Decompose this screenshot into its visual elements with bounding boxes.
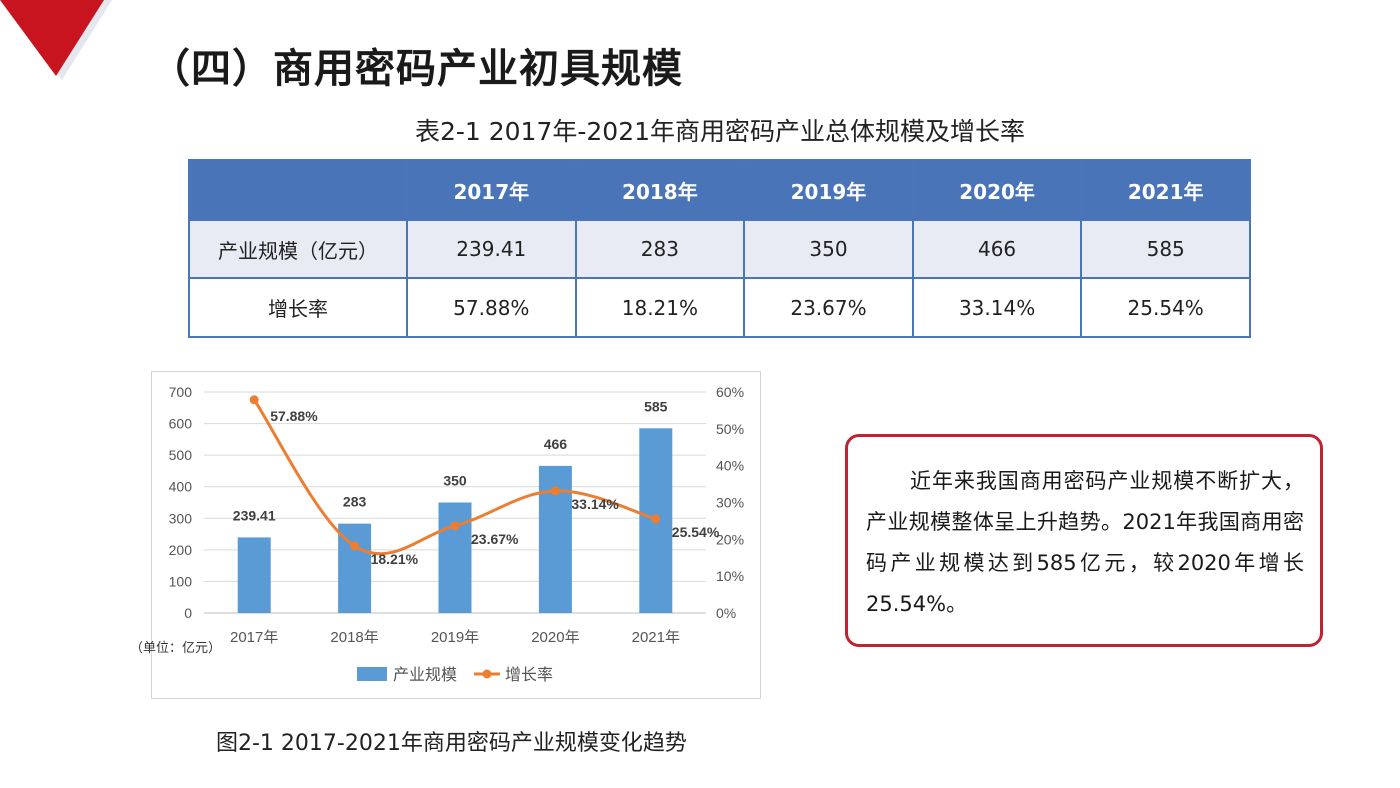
figure-caption: 图2-1 2017-2021年商用密码产业规模变化趋势 — [216, 731, 687, 756]
table-header-cell: 2020年 — [911, 159, 1083, 221]
growth-point — [350, 541, 360, 551]
y-left-tick-label: 300 — [169, 510, 193, 526]
y-right-tick-label: 40% — [716, 458, 744, 474]
legend-bar-swatch — [357, 667, 387, 681]
combo-chart: 0 100 200 300 400 500 600 700 0% 10% 20% 30% 40% 50% 6… — [151, 371, 761, 699]
industry-scale-table: 2017年 2018年 2019年 2020年 2021年 产业规模（亿元） 2… — [188, 159, 1251, 338]
table-cell: 57.88% — [406, 277, 577, 338]
y-right-tick-label: 50% — [716, 421, 744, 437]
y-left-tick-label: 500 — [169, 447, 193, 463]
table-header-cell: 2018年 — [574, 159, 746, 221]
table-header-corner — [188, 159, 408, 221]
table-caption: 表2-1 2017年-2021年商用密码产业总体规模及增长率 — [414, 117, 1026, 146]
corner-triangle-decoration — [0, 0, 112, 80]
table-header-cell: 2021年 — [1080, 159, 1251, 221]
chart-canvas: 0 100 200 300 400 500 600 700 0% 10% 20% 30% 40% 50% 6… — [169, 384, 744, 684]
growth-point — [651, 514, 661, 524]
page-title: （四）商用密码产业初具规模 — [150, 46, 683, 92]
x-tick-label: 2017年 — [230, 629, 278, 646]
y-left-tick-label: 200 — [169, 542, 193, 558]
legend-label: 增长率 — [505, 666, 553, 684]
line-data-label: 18.21% — [371, 551, 419, 567]
line-data-label: 25.54% — [672, 524, 720, 540]
legend-line-marker — [482, 669, 492, 679]
summary-text: 近年来我国商用密码产业规模不断扩大，产业规模整体呈上升趋势。2021年我国商用密… — [866, 469, 1304, 616]
y-right-tick-label: 30% — [716, 495, 744, 511]
legend-label: 产业规模 — [393, 666, 457, 684]
line-data-label: 23.67% — [471, 531, 519, 547]
growth-point — [450, 521, 460, 531]
x-tick-label: 2019年 — [431, 629, 479, 646]
table-header-cell: 2017年 — [406, 159, 577, 221]
growth-point — [249, 395, 259, 405]
table-row-label: 产业规模（亿元） — [188, 219, 408, 279]
line-data-label: 57.88% — [270, 408, 318, 424]
y-left-tick-label: 600 — [169, 416, 193, 432]
y-left-tick-label: 100 — [169, 573, 193, 589]
table-cell: 585 — [1080, 219, 1251, 279]
table-row-scale: 产业规模（亿元） 239.41 283 350 466 585 — [188, 219, 1251, 279]
chart-unit-note: （单位：亿元） — [130, 641, 222, 656]
bar-data-label: 585 — [644, 398, 668, 414]
summary-callout: 近年来我国商用密码产业规模不断扩大，产业规模整体呈上升趋势。2021年我国商用密… — [845, 434, 1323, 647]
y-right-tick-label: 10% — [716, 568, 744, 584]
table-row-growth: 增长率 57.88% 18.21% 23.67% 33.14% 25.54% — [188, 277, 1251, 338]
growth-point — [550, 486, 560, 496]
bar-data-label: 466 — [544, 436, 568, 452]
x-tick-label: 2018年 — [330, 629, 378, 646]
table-cell: 18.21% — [574, 277, 746, 338]
table-header-row: 2017年 2018年 2019年 2020年 2021年 — [188, 159, 1251, 221]
x-tick-label: 2020年 — [531, 629, 579, 646]
table-cell: 466 — [911, 219, 1083, 279]
table-cell: 25.54% — [1080, 277, 1251, 338]
growth-line — [252, 398, 657, 556]
y-right-tick-label: 20% — [716, 531, 744, 547]
y-right-tick-label: 0% — [716, 605, 736, 621]
table-row-label: 增长率 — [188, 277, 408, 338]
table-cell: 283 — [574, 219, 746, 279]
line-data-label: 33.14% — [571, 496, 619, 512]
table-cell: 23.67% — [743, 277, 914, 338]
table-cell: 239.41 — [406, 219, 577, 279]
bar — [237, 537, 271, 613]
table-cell: 33.14% — [911, 277, 1083, 338]
bar — [438, 502, 472, 613]
y-left-tick-label: 400 — [169, 479, 193, 495]
table-header-cell: 2019年 — [743, 159, 914, 221]
bar-data-label: 283 — [343, 494, 367, 510]
bar-data-label: 239.41 — [233, 507, 276, 523]
y-left-tick-label: 0 — [184, 605, 192, 621]
x-tick-label: 2021年 — [632, 629, 680, 646]
y-right-tick-label: 60% — [716, 384, 744, 400]
table-cell: 350 — [743, 219, 914, 279]
y-left-tick-label: 700 — [169, 384, 193, 400]
bar-data-label: 350 — [443, 473, 467, 489]
